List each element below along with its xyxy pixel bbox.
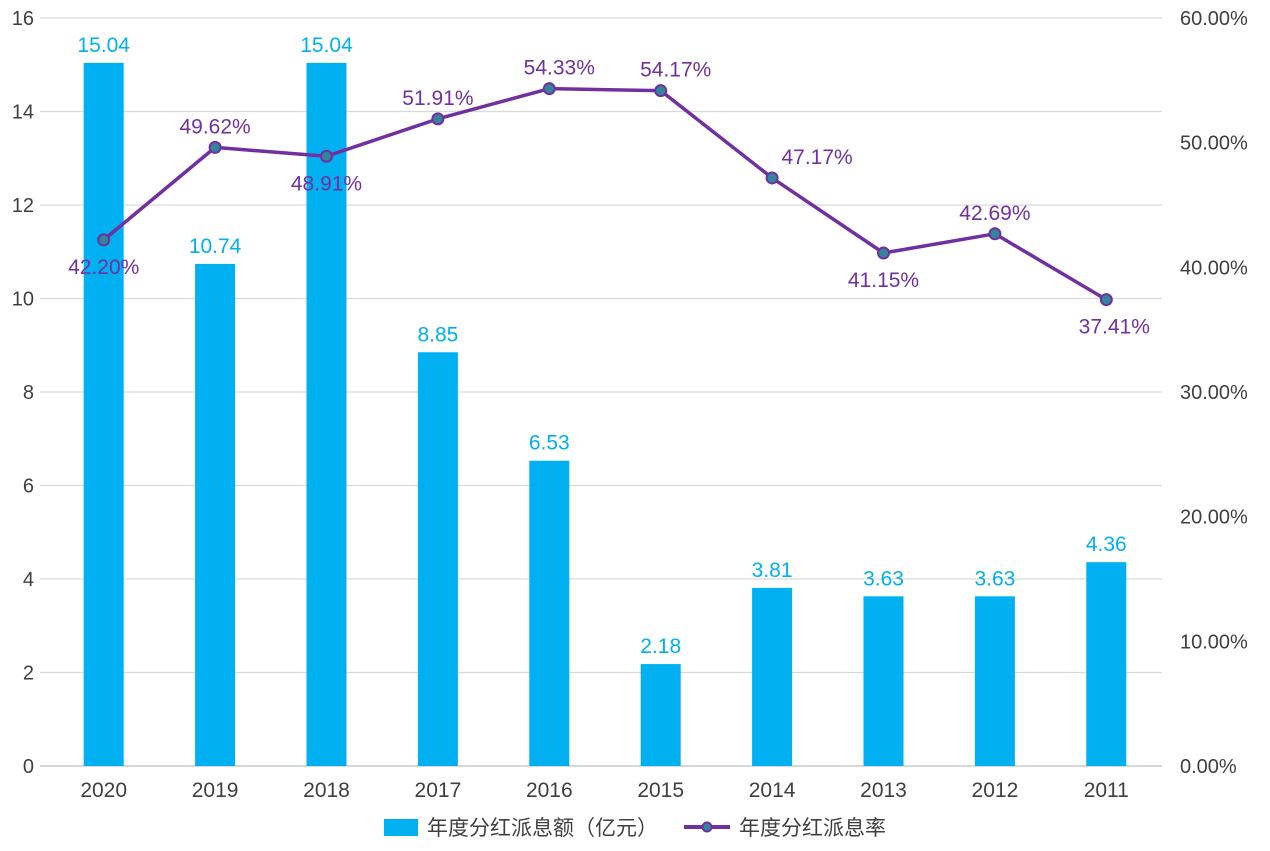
right-axis-tick-label: 40.00% [1180,257,1248,279]
chart-plot-area: 0 2 4 6 8 10 12 14 16 0.00% 10.00% 20.00% 30.00% 40.0… [12,8,1248,802]
left-axis-tick-label: 12 [12,195,34,217]
left-axis-tick-label: 8 [23,382,34,404]
bar-data-label: 3.81 [752,559,793,582]
line-point [988,227,1002,241]
bar [640,664,681,766]
legend-item-line-series: 年度分红派息率 [684,812,886,842]
x-axis-category-label: 2016 [526,779,573,802]
line-data-label: 42.20% [68,256,139,279]
line-data-label: 47.17% [781,146,852,169]
line-marker-icon [701,821,713,833]
line-point [320,149,333,163]
legend-bar-series-label: 年度分红派息额（亿元） [427,817,658,840]
bar-data-label: 3.63 [863,567,904,590]
line-data-label: 48.91% [291,172,362,195]
line-series-swatch-icon [684,821,730,833]
x-axis-category-label: 2018 [303,779,350,802]
bar-data-label: 6.53 [529,432,570,455]
x-axis-category-label: 2013 [860,779,907,802]
bar [1086,562,1127,766]
bar [974,596,1015,766]
line-data-label: 37.41% [1079,316,1150,339]
bar [306,62,347,766]
x-axis-category-label: 2014 [749,779,796,802]
right-axis-tick-label: 60.00% [1180,8,1248,30]
bar-data-label: 4.36 [1086,533,1127,556]
x-axis-category-label: 2015 [637,779,684,802]
left-axis-tick-label: 6 [23,476,34,498]
bar [529,460,570,766]
line-point [765,171,779,185]
x-axis-category-label: 2011 [1084,779,1129,802]
left-axis-tick-label: 10 [12,289,34,311]
line-point [877,246,890,260]
line-data-label: 54.33% [524,57,595,80]
line-data-label: 54.17% [640,59,711,82]
x-axis-category-label: 2012 [972,779,1019,802]
line-point [208,140,222,154]
x-axis-category-label: 2020 [80,779,127,802]
bar [752,587,793,766]
line-data-label: 42.69% [959,202,1030,225]
line-point [431,112,445,126]
bar-series-swatch-icon [384,818,418,836]
bar-data-label: 8.85 [417,323,458,346]
right-axis-tick-label: 0.00% [1180,756,1237,778]
bar-data-label: 15.04 [77,34,130,57]
line-point [1099,293,1113,307]
line-point [97,233,111,247]
right-axis-tick-label: 20.00% [1180,507,1248,529]
line-data-label: 49.62% [179,115,250,138]
x-axis-category-label: 2017 [415,779,462,802]
bar-data-label: 3.63 [974,567,1015,590]
bar [83,62,124,766]
line-point [654,84,668,98]
bar-data-label: 2.18 [640,635,681,658]
right-axis-tick-label: 30.00% [1180,382,1248,404]
right-axis-tick-label: 50.00% [1180,133,1248,155]
legend-item-bar-series: 年度分红派息额（亿元） [384,812,658,842]
right-axis-tick-label: 10.00% [1180,631,1248,653]
line-point [542,82,556,96]
left-axis-tick-label: 0 [23,756,34,778]
bar-data-label: 10.74 [189,235,242,258]
x-axis-category-label: 2019 [192,779,239,802]
legend-line-series-label: 年度分红派息率 [739,817,886,840]
bar [863,596,904,766]
left-axis-tick-label: 14 [12,102,34,124]
left-axis-tick-label: 4 [23,569,34,591]
line-data-label: 51.91% [402,87,473,110]
chart-legend: 年度分红派息额（亿元） 年度分红派息率 [0,812,1270,842]
bar-data-label: 15.04 [300,34,353,57]
left-axis-tick-label: 2 [23,663,34,685]
bar [417,352,458,766]
line-series-path [102,86,1108,302]
bar [195,263,236,766]
line-data-label: 41.15% [848,269,919,292]
left-axis-tick-label: 16 [12,8,34,30]
